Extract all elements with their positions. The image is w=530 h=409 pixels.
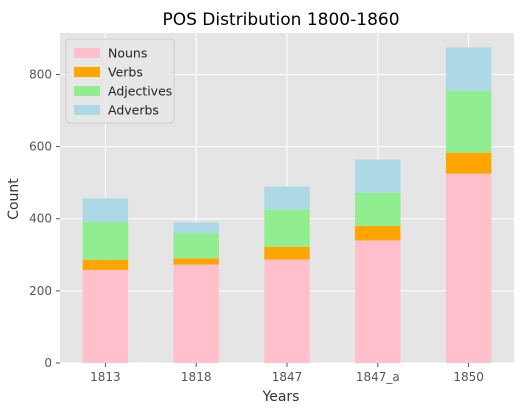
bar-adjectives-1813 bbox=[82, 221, 129, 260]
bar-nouns-1818 bbox=[173, 264, 219, 363]
bar-adverbs-1818 bbox=[173, 222, 219, 234]
bar-adverbs-1847_a bbox=[355, 159, 401, 193]
bar-adverbs-1850 bbox=[445, 47, 492, 91]
legend-box bbox=[65, 38, 175, 124]
bar-nouns-1847_a bbox=[355, 240, 401, 363]
x-tick-label: 1818 bbox=[181, 370, 212, 384]
bar-verbs-1818 bbox=[173, 258, 219, 265]
legend-swatch-adverbs bbox=[74, 105, 100, 115]
bar-nouns-1847 bbox=[264, 259, 310, 363]
legend-label-adverbs: Adverbs bbox=[108, 103, 159, 118]
axis-ticks: 0 200 400 600 800 1813 1818 1847 1847_a 1850 bbox=[29, 67, 484, 384]
legend-swatch-nouns bbox=[74, 48, 100, 58]
x-tick-label: 1813 bbox=[90, 370, 121, 384]
legend-label-nouns: Nouns bbox=[108, 46, 147, 61]
bar-nouns-1813 bbox=[82, 269, 129, 363]
x-tick-label: 1847_a bbox=[356, 370, 400, 384]
legend-label-verbs: Verbs bbox=[108, 65, 143, 80]
x-axis-label: Years bbox=[262, 389, 300, 405]
bar-adjectives-1847_a bbox=[355, 192, 401, 226]
bar-verbs-1813 bbox=[82, 259, 129, 270]
bar-adjectives-1847 bbox=[264, 209, 310, 247]
legend-swatch-verbs bbox=[74, 67, 100, 77]
y-tick-label: 0 bbox=[44, 356, 52, 370]
bar-adjectives-1818 bbox=[173, 233, 219, 259]
bar-verbs-1850 bbox=[445, 152, 492, 174]
chart-title: POS Distribution 1800-1860 bbox=[162, 10, 399, 30]
y-tick-label: 600 bbox=[29, 140, 52, 154]
x-tick-label: 1847 bbox=[272, 370, 303, 384]
y-axis-label: Count bbox=[6, 178, 22, 220]
bar-adjectives-1850 bbox=[445, 90, 492, 153]
legend-label-adjectives: Adjectives bbox=[108, 84, 172, 99]
bar-adverbs-1813 bbox=[82, 198, 129, 222]
legend-swatch-adjectives bbox=[74, 86, 100, 96]
y-tick-label: 400 bbox=[29, 212, 52, 226]
y-tick-label: 200 bbox=[29, 284, 52, 298]
bar-verbs-1847_a bbox=[355, 225, 401, 241]
legend: Nouns Verbs Adjectives Adverbs bbox=[65, 38, 175, 124]
bar-verbs-1847 bbox=[264, 246, 310, 260]
x-tick-label: 1850 bbox=[453, 370, 484, 384]
bars bbox=[82, 47, 492, 363]
bar-adverbs-1847 bbox=[264, 186, 310, 210]
y-tick-label: 800 bbox=[29, 67, 52, 81]
bar-nouns-1850 bbox=[445, 173, 492, 363]
